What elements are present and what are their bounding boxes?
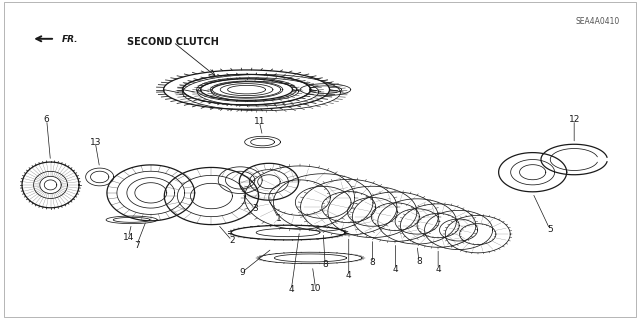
Text: 12: 12 — [568, 115, 580, 124]
Text: 14: 14 — [123, 233, 134, 242]
Text: 8: 8 — [322, 260, 328, 269]
Text: SECOND CLUTCH: SECOND CLUTCH — [127, 37, 219, 47]
Text: 13: 13 — [90, 137, 101, 146]
Text: 1: 1 — [276, 214, 282, 223]
Text: 4: 4 — [289, 285, 294, 294]
Text: 11: 11 — [253, 117, 265, 126]
Text: 8: 8 — [416, 257, 422, 266]
Text: 6: 6 — [44, 115, 49, 124]
Text: 4: 4 — [392, 264, 398, 274]
Text: 5: 5 — [547, 225, 553, 234]
Text: FR.: FR. — [61, 35, 78, 44]
Text: 8: 8 — [369, 258, 375, 267]
Text: SEA4A0410: SEA4A0410 — [575, 17, 620, 26]
Text: 10: 10 — [310, 284, 321, 293]
Text: 4: 4 — [435, 264, 441, 274]
Text: 4: 4 — [346, 271, 351, 280]
Text: 3: 3 — [252, 204, 258, 213]
Text: 9: 9 — [239, 268, 245, 277]
Text: 2: 2 — [229, 236, 235, 245]
Text: 7: 7 — [134, 241, 140, 250]
